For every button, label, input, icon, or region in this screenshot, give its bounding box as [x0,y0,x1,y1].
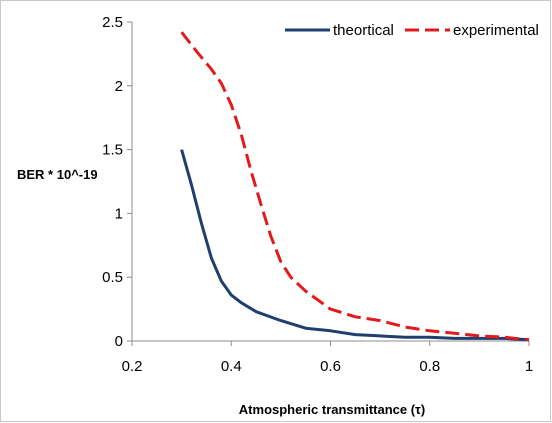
legend: theortical experimental [285,22,539,39]
y-axis-title: BER * 10^-19 [17,167,98,182]
x-tick-label: 0.6 [320,358,341,375]
legend-label-theortical: theortical [333,22,394,39]
x-tick-label: 1 [525,358,533,375]
x-tick-label: 0.8 [419,358,440,375]
y-tick-label: 0 [115,333,123,350]
x-axis-title: Atmospheric transmittance (τ) [239,402,425,417]
y-tick-label: 2.5 [102,14,123,31]
y-tick-label: 0.5 [102,269,123,286]
y-tick-label: 1 [115,205,123,222]
y-tick-label: 2 [115,78,123,95]
x-tick-label: 0.4 [221,358,242,375]
x-tick-label: 0.2 [122,358,143,375]
series-line-experimental [180,31,530,342]
y-tick-label: 1.5 [102,142,123,159]
legend-label-experimental: experimental [453,22,539,39]
series-line-theortical [180,149,530,342]
